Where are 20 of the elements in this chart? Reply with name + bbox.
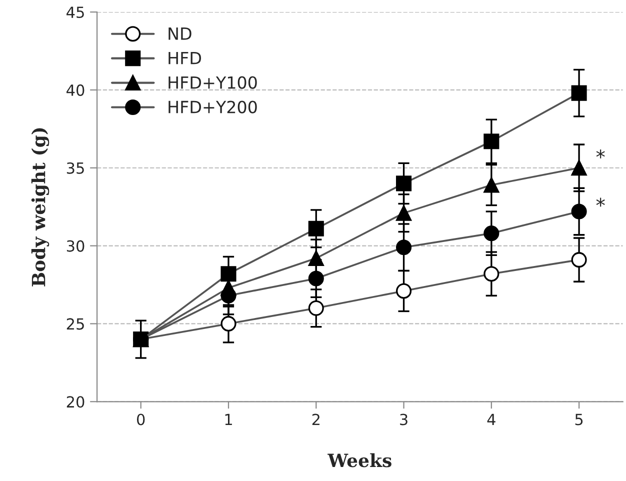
y-axis-title: Body weight (g): [31, 128, 50, 286]
x-tick-label: 2: [312, 414, 320, 426]
x-tick-label: 3: [400, 414, 408, 426]
y-tick-label: 40: [66, 84, 84, 96]
x-tick-label: 0: [136, 414, 145, 426]
legend-label: ND: [168, 28, 192, 40]
y-tick-label: 20: [66, 396, 84, 408]
y-tick-label: 35: [66, 162, 84, 174]
x-tick-label: 1: [225, 414, 232, 426]
x-axis-title: Weeks: [328, 453, 392, 468]
legend-label: HFD+Y200: [168, 100, 257, 114]
legend-label: HFD+Y100: [168, 76, 257, 89]
y-tick-label: 25: [66, 318, 84, 330]
x-tick-label: 4: [487, 414, 496, 426]
x-tick-label: 5: [575, 414, 583, 426]
annotation: *: [596, 149, 605, 158]
annotation: *: [596, 198, 605, 207]
y-tick-label: 30: [66, 240, 84, 252]
legend-label: HFD: [168, 52, 201, 64]
y-tick-label: 45: [66, 6, 84, 18]
